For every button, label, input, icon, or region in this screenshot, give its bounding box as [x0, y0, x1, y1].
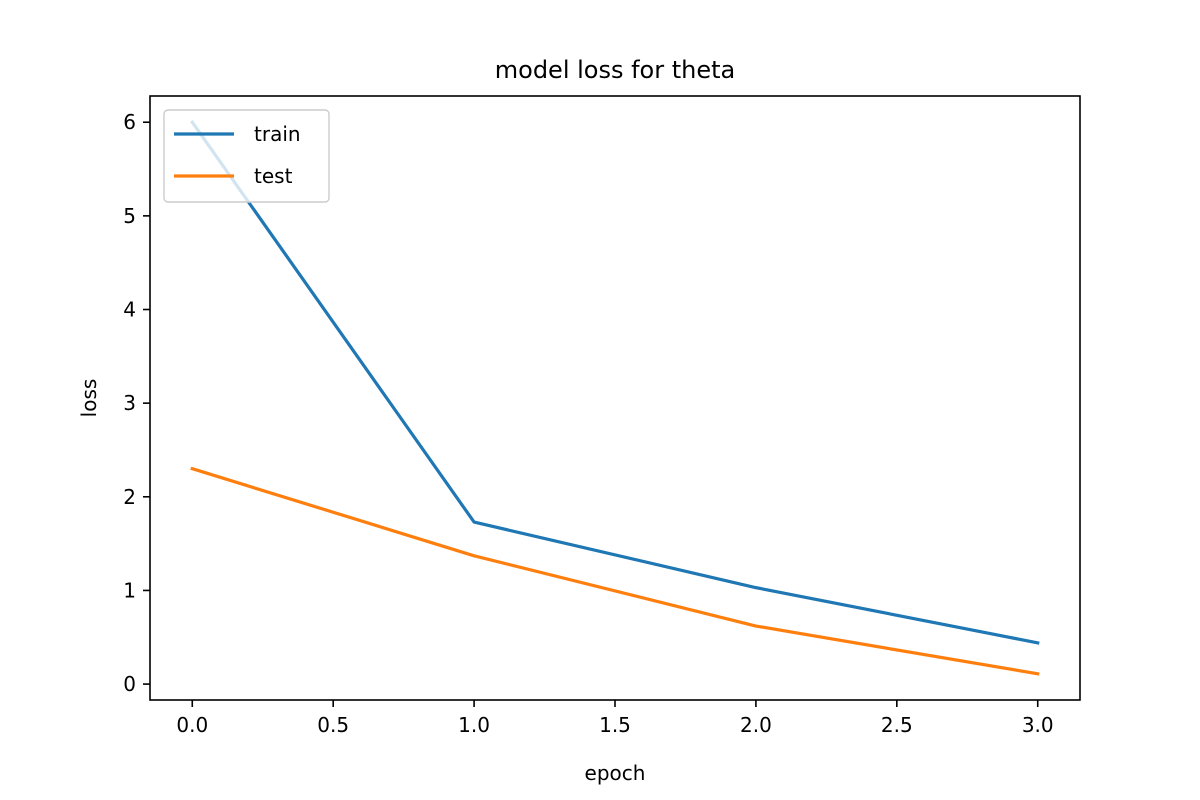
x-tick-label: 1.5 [599, 713, 631, 737]
y-tick-label: 1 [123, 578, 136, 602]
series-line-test [190, 466, 1040, 676]
legend-label-train: train [254, 122, 301, 146]
y-tick-label: 3 [123, 391, 136, 415]
y-tick-label: 0 [123, 672, 136, 696]
chart-title: model loss for theta [495, 56, 735, 84]
x-axis-ticks: 0.0 0.5 1.0 1.5 2.0 2.5 3.0 [176, 700, 1054, 737]
x-tick-label: 3.0 [1022, 713, 1054, 737]
y-axis-ticks: 0 1 2 3 4 5 6 [123, 110, 150, 696]
y-tick-label: 4 [123, 298, 136, 322]
legend-box [163, 109, 330, 203]
y-tick-label: 6 [123, 110, 136, 134]
x-tick-label: 0.5 [317, 713, 349, 737]
y-tick-label: 5 [123, 204, 136, 228]
x-tick-label: 1.0 [458, 713, 490, 737]
plot-area [190, 119, 1040, 676]
legend: train test [163, 109, 330, 203]
x-tick-label: 0.0 [176, 713, 208, 737]
x-tick-label: 2.0 [740, 713, 772, 737]
x-axis-label: epoch [585, 761, 646, 785]
series-line-train [190, 119, 1040, 645]
legend-label-test: test [254, 164, 293, 188]
y-tick-label: 2 [123, 485, 136, 509]
x-tick-label: 2.5 [881, 713, 913, 737]
y-axis-label: loss [77, 379, 101, 418]
